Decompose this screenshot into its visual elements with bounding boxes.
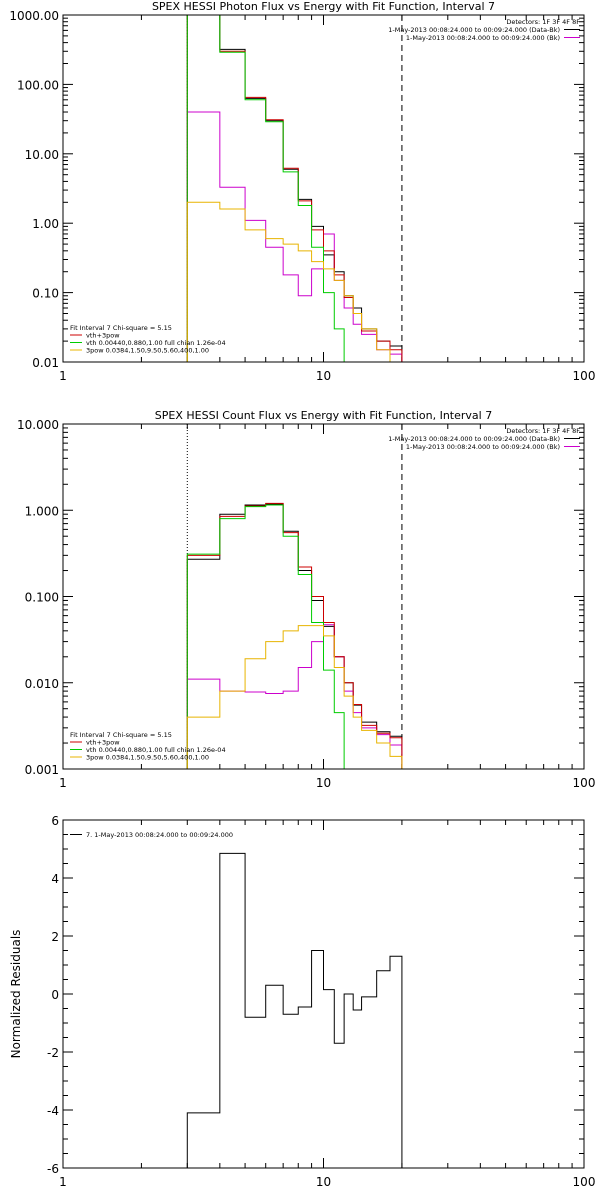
legend-entry-left: vth 0.00440,0.880,1.00 full chian 1.26e-… <box>86 746 226 754</box>
series-line-4 <box>186 15 345 362</box>
series-group <box>186 852 403 1168</box>
y-axis-label: Normalized Residuals <box>9 930 23 1059</box>
y-tick-label: 0.001 <box>25 763 59 777</box>
legend-entry-right: 1-May-2013 00:08:24.000 to 00:09:24.000 … <box>406 34 560 42</box>
x-tick-label: 100 <box>573 1175 596 1189</box>
x-tick-label: 10 <box>316 776 331 790</box>
x-tick-label: 1 <box>59 369 67 383</box>
plot-frame <box>62 14 585 363</box>
x-tick-label: 10 <box>316 369 331 383</box>
chart-3: Normalized Residuals 1 10 100 -6 -4 -2 0 2 4 6 7. 1… <box>9 814 595 1189</box>
y-tick-label: 0 <box>51 988 59 1002</box>
chart-2: SPEX HESSI Count Flux vs Energy with Fit… <box>17 409 595 790</box>
series-line-1 <box>186 852 403 1168</box>
x-tick-label: 100 <box>573 369 596 383</box>
series-group <box>186 15 403 362</box>
x-tick-label: 1 <box>59 776 67 790</box>
legend-entry-left: vth 0.00440,0.880,1.00 full chian 1.26e-… <box>86 339 226 347</box>
y-tick-label: -6 <box>47 1162 59 1176</box>
x-tick-label: 10 <box>316 1175 331 1189</box>
legend-header-left: Fit Interval 7 Chi-square = 5.15 <box>70 731 172 739</box>
chart-title: SPEX HESSI Photon Flux vs Energy with Fi… <box>152 0 495 13</box>
y-tick-label: 1.000 <box>25 504 59 518</box>
y-tick-label: 1000.00 <box>9 9 59 23</box>
y-tick-label: -2 <box>47 1046 59 1060</box>
legend-entry-left: vth+3pow <box>86 739 120 747</box>
legend-entry-left: 3pow 0.0384,1.50,9.50,5.60,400,1.00 <box>86 347 209 355</box>
y-minor-ticks <box>63 17 584 342</box>
series-group <box>186 502 403 769</box>
chart-1: SPEX HESSI Photon Flux vs Energy with Fi… <box>9 0 595 383</box>
series-line-4 <box>186 504 354 769</box>
y-tick-label: 0.01 <box>32 356 59 370</box>
x-minor-ticks <box>140 820 573 1168</box>
legend-header-right: Detectors: 1F 3F 4F 8F <box>506 18 580 26</box>
legend-entry-left: 7. 1-May-2013 00:08:24.000 to 00:09:24.0… <box>86 831 233 839</box>
y-tick-label: 10.00 <box>25 148 59 162</box>
y-tick-label: 0.010 <box>25 677 59 691</box>
legend-entry-right: 1-May-2013 00:08:24.000 to 00:09:24.000 … <box>388 435 560 443</box>
y-tick-label: 100.00 <box>17 78 59 92</box>
y-minor-ticks <box>63 427 584 744</box>
x-minor-ticks <box>140 15 573 362</box>
y-tick-label: 4 <box>51 872 59 886</box>
y-tick-label: 0.100 <box>25 591 59 605</box>
legend-entry-left: vth+3pow <box>86 332 120 340</box>
series-line-5 <box>186 625 403 769</box>
y-tick-label: 0.10 <box>32 287 59 301</box>
y-minor-ticks <box>63 819 584 1169</box>
y-tick-label: 10.000 <box>17 418 59 432</box>
y-tick-label: -4 <box>47 1104 59 1118</box>
y-tick-label: 2 <box>51 930 59 944</box>
legend-entry-right: 1-May-2013 00:08:24.000 to 00:09:24.000 … <box>406 443 560 451</box>
y-tick-label: 6 <box>51 814 59 828</box>
legend-header-right: Detectors: 1F 3F 4F 8F <box>506 427 580 435</box>
plot-frame <box>62 423 585 770</box>
chart-title: SPEX HESSI Count Flux vs Energy with Fit… <box>155 409 492 422</box>
legend-entry-right: 1-May-2013 00:08:24.000 to 00:09:24.000 … <box>388 26 560 34</box>
x-tick-label: 100 <box>573 776 596 790</box>
legend-entry-left: 3pow 0.0384,1.50,9.50,5.60,400,1.00 <box>86 754 209 762</box>
plot-frame <box>62 819 585 1169</box>
y-tick-label: 1.00 <box>32 217 59 231</box>
legend-header-left: Fit Interval 7 Chi-square = 5.15 <box>70 324 172 332</box>
x-tick-label: 1 <box>59 1175 67 1189</box>
series-line-5 <box>186 201 391 362</box>
